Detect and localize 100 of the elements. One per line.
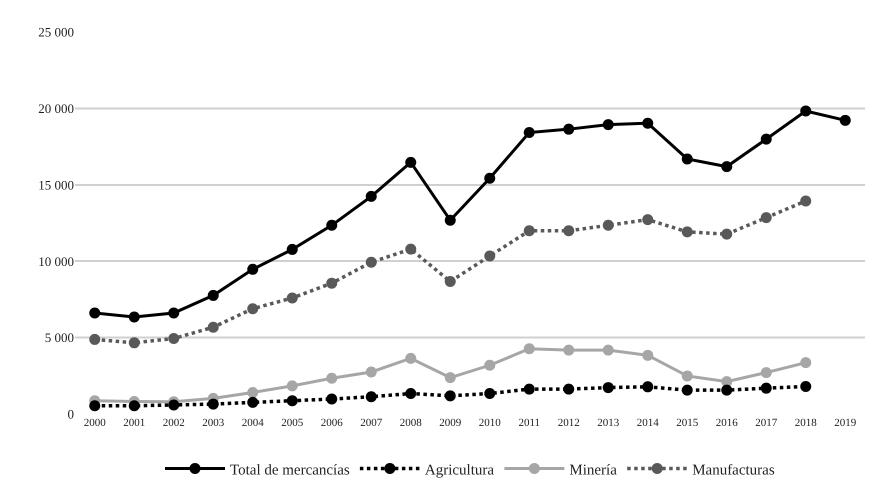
point [89,308,100,318]
point [89,400,100,412]
point [444,390,456,402]
legend-label: Agricultura [424,462,494,478]
point [128,337,140,348]
point [642,381,654,392]
y-tick-label: 15 000 [38,177,74,192]
point [286,292,298,304]
point [168,399,180,410]
point [800,106,812,116]
point [721,161,732,172]
y-tick-label: 20 000 [38,100,74,116]
point [563,124,574,135]
point [405,156,416,168]
point [524,384,535,395]
y-tick-label: 5 000 [44,330,74,346]
x-tick-label: 2016 [716,417,738,429]
point [721,228,732,240]
x-tick-label: 2007 [360,417,383,429]
legend-label: Minería [569,462,618,478]
point [563,225,574,236]
point [208,322,219,333]
point [366,366,377,378]
point [326,394,338,405]
point [682,226,693,238]
point [642,118,654,129]
point [247,396,258,408]
point [444,276,456,288]
x-tick-label: 2002 [162,417,185,429]
point [128,311,140,322]
point [208,290,219,301]
x-tick-label: 2005 [281,417,304,429]
point [405,244,416,255]
point [760,382,772,394]
point [563,384,574,395]
point [366,256,377,268]
point [760,212,772,224]
point [247,303,258,314]
point [444,214,456,226]
point [524,225,535,236]
x-tick-label: 2017 [755,417,778,429]
x-tick-label: 2001 [123,417,146,429]
point [326,372,338,384]
point [286,395,298,406]
x-tick-label: 2011 [518,417,540,429]
point [682,370,693,382]
x-tick-label: 2008 [400,417,422,429]
point [563,344,574,356]
point [326,278,338,289]
point [326,220,338,231]
point [602,119,614,130]
point [602,220,614,231]
x-tick-label: 2006 [320,417,344,429]
point [602,382,614,394]
x-tick-label: 2000 [84,417,106,429]
point [800,196,812,206]
point [286,380,298,392]
x-tick-label: 2013 [597,417,620,429]
x-tick-label: 2004 [242,417,264,429]
y-tick-label: 0 [68,406,74,422]
y-tick-label: 25 000 [38,24,74,40]
x-tick-label: 2015 [676,417,699,429]
point [524,127,535,138]
x-tick-label: 2003 [202,417,225,429]
point [642,214,654,226]
point [484,172,496,184]
point [760,134,772,145]
point [366,190,377,202]
x-tick-label: 2009 [439,417,462,429]
point [208,398,219,410]
x-tick-label: 2012 [558,417,580,429]
point [524,343,535,354]
point [642,350,654,361]
point [682,384,693,396]
legend-label: Total de mercancías [230,462,350,478]
legend-label: Manufacturas [692,462,775,478]
point [247,264,258,275]
point [247,386,258,398]
point [800,381,812,392]
point [444,372,456,384]
point [405,388,416,400]
point [484,250,496,262]
point [168,308,180,318]
point [366,391,377,402]
point [760,367,772,378]
x-tick-label: 2010 [478,417,502,429]
x-tick-label: 2019 [834,417,857,429]
y-tick-label: 10 000 [38,254,74,269]
point [128,400,140,412]
point [602,344,614,356]
point [484,388,496,400]
point [800,357,812,368]
point [721,384,732,396]
x-tick-label: 2014 [636,417,660,429]
point [840,114,851,126]
point [89,334,100,345]
point [168,333,180,344]
point [405,352,416,364]
x-tick-label: 2018 [794,417,818,429]
point [484,360,496,371]
